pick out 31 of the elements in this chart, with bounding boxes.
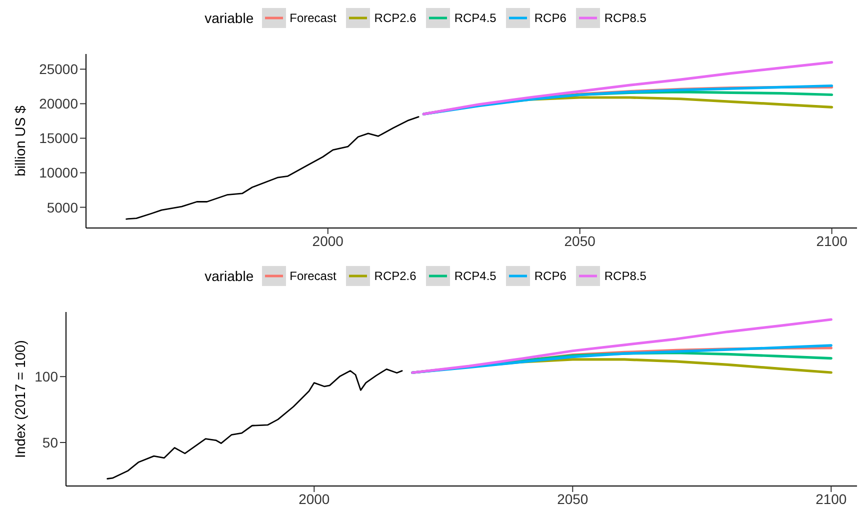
x-tick-label: 2050 xyxy=(557,490,588,507)
legend-label: RCP8.5 xyxy=(604,269,646,283)
legend-label: RCP2.6 xyxy=(374,11,416,25)
x-tick-label: 2000 xyxy=(312,232,344,249)
x-tick-label: 2050 xyxy=(564,232,596,249)
y-tick-label: 5000 xyxy=(46,199,78,216)
legend-label: RCP6 xyxy=(534,11,566,25)
legend-title: variable xyxy=(204,10,254,26)
legend-label: RCP4.5 xyxy=(454,11,496,25)
legend-label: RCP4.5 xyxy=(454,269,496,283)
line-series xyxy=(422,60,834,116)
y-tick-label: 100 xyxy=(34,368,58,385)
line-series xyxy=(411,318,832,374)
x-tick-label: 2000 xyxy=(298,490,330,507)
y-tick-label: 50 xyxy=(42,434,58,450)
y-axis-title: Index (2017 = 100) xyxy=(12,340,28,458)
legend-label: Forecast xyxy=(290,11,336,25)
y-axis-title: billion US $ xyxy=(12,105,28,176)
line-series xyxy=(126,116,420,220)
legend-label: RCP8.5 xyxy=(604,11,646,25)
legend-label: RCP6 xyxy=(534,269,566,283)
line-series xyxy=(106,368,403,480)
y-tick-label: 25000 xyxy=(39,61,78,78)
x-tick-label: 2100 xyxy=(816,232,848,249)
y-tick-label: 15000 xyxy=(39,130,78,146)
legend-label: Forecast xyxy=(290,269,336,283)
legend-title: variable xyxy=(204,268,254,284)
legend-label: RCP2.6 xyxy=(374,269,416,283)
x-tick-label: 2100 xyxy=(816,490,847,507)
y-tick-label: 20000 xyxy=(39,96,78,112)
y-tick-label: 10000 xyxy=(39,164,78,181)
